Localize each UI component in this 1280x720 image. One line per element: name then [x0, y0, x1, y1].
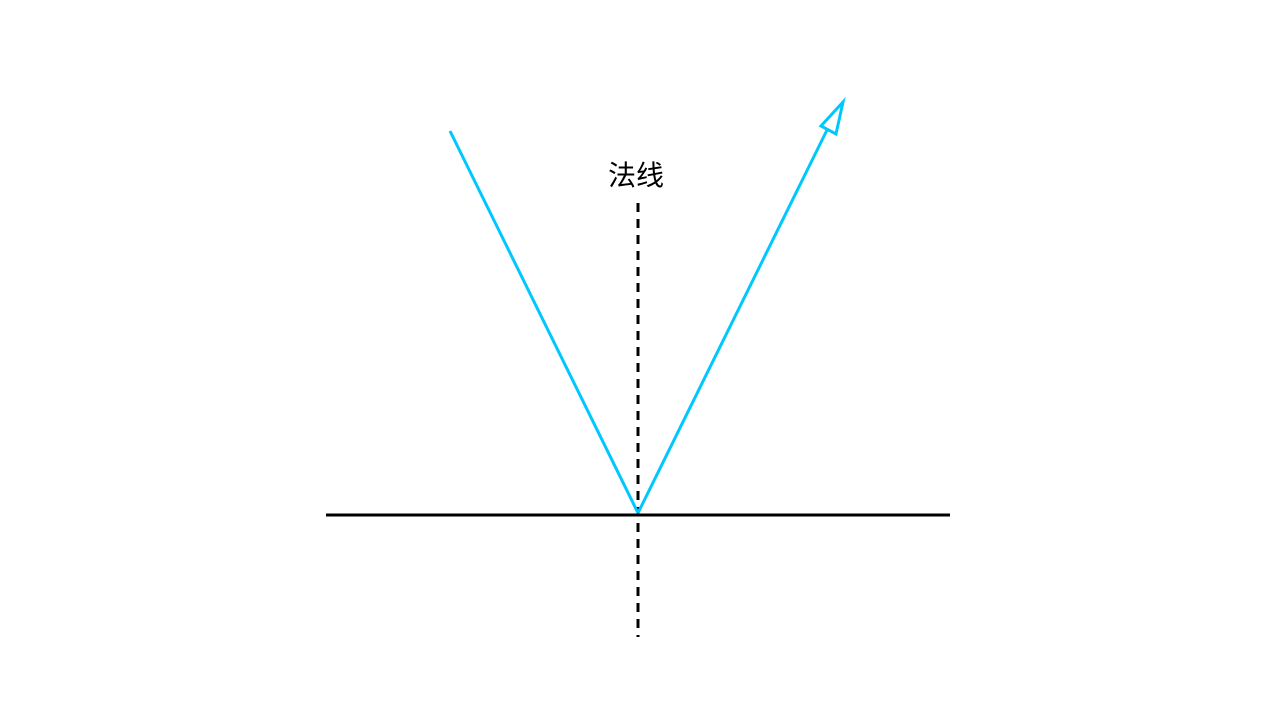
- reflected-ray: [636, 127, 830, 514]
- incident-ray: [448, 130, 640, 514]
- reflected-ray-arrowhead: [818, 96, 846, 137]
- normal-label: 法线: [608, 159, 664, 192]
